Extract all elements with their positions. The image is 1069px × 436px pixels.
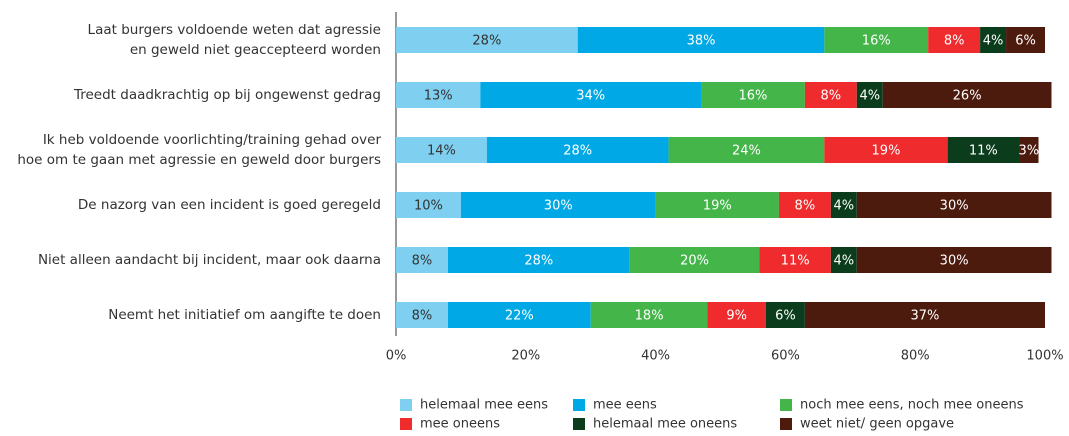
legend-swatch: [400, 399, 412, 411]
value-label: 8%: [821, 89, 842, 104]
category-label: Neemt het initiatief om aangifte te doen: [108, 307, 381, 323]
bar-segment: [759, 247, 831, 273]
legend-swatch: [573, 399, 585, 411]
legend-label: mee eens: [593, 398, 657, 413]
bar-segment: [655, 192, 779, 218]
bar-segment: [856, 192, 1052, 218]
bar-segment: [1019, 137, 1039, 163]
legend-swatch: [400, 418, 412, 430]
bar-segment: [396, 82, 481, 108]
bar-segment: [824, 137, 948, 163]
legend-label: mee oneens: [420, 417, 500, 432]
value-label: 4%: [983, 34, 1004, 49]
category-label: De nazorg van een incident is goed gereg…: [77, 197, 381, 213]
bar-segment: [707, 302, 766, 328]
value-label: 30%: [544, 199, 573, 214]
bar-segment: [447, 302, 591, 328]
value-label: 16%: [738, 89, 767, 104]
value-label: 28%: [524, 254, 553, 269]
value-label: 3%: [1018, 144, 1039, 159]
value-label: 11%: [969, 144, 998, 159]
bar-segment: [396, 192, 461, 218]
legend-swatch: [573, 418, 585, 430]
value-label: 26%: [953, 89, 982, 104]
bar-segment: [668, 137, 825, 163]
legend-label: helemaal mee eens: [420, 398, 548, 413]
value-label: 30%: [940, 199, 969, 214]
bar-segment: [804, 302, 1045, 328]
bar-segment: [396, 137, 487, 163]
bar-segment: [396, 27, 578, 53]
bar-segment: [480, 82, 702, 108]
legend-swatch: [780, 418, 792, 430]
legend-label: noch mee eens, noch mee oneens: [800, 398, 1024, 413]
value-label: 30%: [940, 254, 969, 269]
category-label: Niet alleen aandacht bij incident, maar …: [37, 252, 381, 268]
value-label: 6%: [1015, 34, 1036, 49]
category-label: Ik heb voldoende voorlichting/training g…: [17, 132, 381, 168]
value-label: 8%: [944, 34, 965, 49]
bar-segment: [824, 27, 929, 53]
category-label: Treedt daadkrachtig op bij ongewenst ged…: [73, 87, 381, 103]
x-tick-label: 80%: [901, 349, 930, 364]
value-label: 11%: [781, 254, 810, 269]
value-label: 14%: [427, 144, 456, 159]
x-tick-label: 100%: [1026, 349, 1063, 364]
value-label: 10%: [414, 199, 443, 214]
bar-segment: [396, 302, 448, 328]
bar-segment: [778, 192, 831, 218]
x-tick-label: 40%: [641, 349, 670, 364]
value-label: 19%: [872, 144, 901, 159]
value-label: 28%: [563, 144, 592, 159]
value-label: 8%: [795, 199, 816, 214]
legend-swatch: [780, 399, 792, 411]
legend-label: weet niet/ geen opgave: [800, 417, 954, 432]
value-label: 24%: [732, 144, 761, 159]
value-label: 22%: [505, 309, 534, 324]
bar-segment: [629, 247, 760, 273]
bar-segment: [1006, 27, 1045, 53]
value-label: 28%: [472, 34, 501, 49]
x-tick-label: 60%: [771, 349, 800, 364]
bar-segment: [980, 27, 1007, 53]
value-label: 38%: [687, 34, 716, 49]
value-label: 4%: [859, 89, 880, 104]
bar-segment: [856, 82, 883, 108]
value-label: 20%: [680, 254, 709, 269]
bar-segment: [928, 27, 981, 53]
value-label: 16%: [862, 34, 891, 49]
bar-segment: [460, 192, 656, 218]
value-label: 9%: [726, 309, 747, 324]
value-label: 4%: [833, 254, 854, 269]
bar-segment: [804, 82, 857, 108]
bar-segment: [486, 137, 669, 163]
bar-segment: [577, 27, 825, 53]
bar-segment: [590, 302, 708, 328]
value-label: 13%: [424, 89, 453, 104]
bar-segment: [830, 247, 857, 273]
value-label: 8%: [412, 309, 433, 324]
bar-segment: [396, 247, 448, 273]
bar-segment: [701, 82, 805, 108]
value-label: 8%: [412, 254, 433, 269]
value-label: 37%: [910, 309, 939, 324]
x-tick-label: 0%: [386, 349, 407, 364]
legend-label: helemaal mee oneens: [593, 417, 737, 432]
bar-segment: [830, 192, 857, 218]
value-label: 4%: [833, 199, 854, 214]
value-label: 19%: [703, 199, 732, 214]
bar-segment: [882, 82, 1052, 108]
value-label: 34%: [576, 89, 605, 104]
bar-segment: [856, 247, 1052, 273]
bar-segment: [947, 137, 1020, 163]
bar-segment: [765, 302, 805, 328]
category-label: Laat burgers voldoende weten dat agressi…: [87, 22, 381, 58]
value-label: 18%: [635, 309, 664, 324]
bar-segment: [447, 247, 630, 273]
x-tick-label: 20%: [511, 349, 540, 364]
value-label: 6%: [775, 309, 796, 324]
